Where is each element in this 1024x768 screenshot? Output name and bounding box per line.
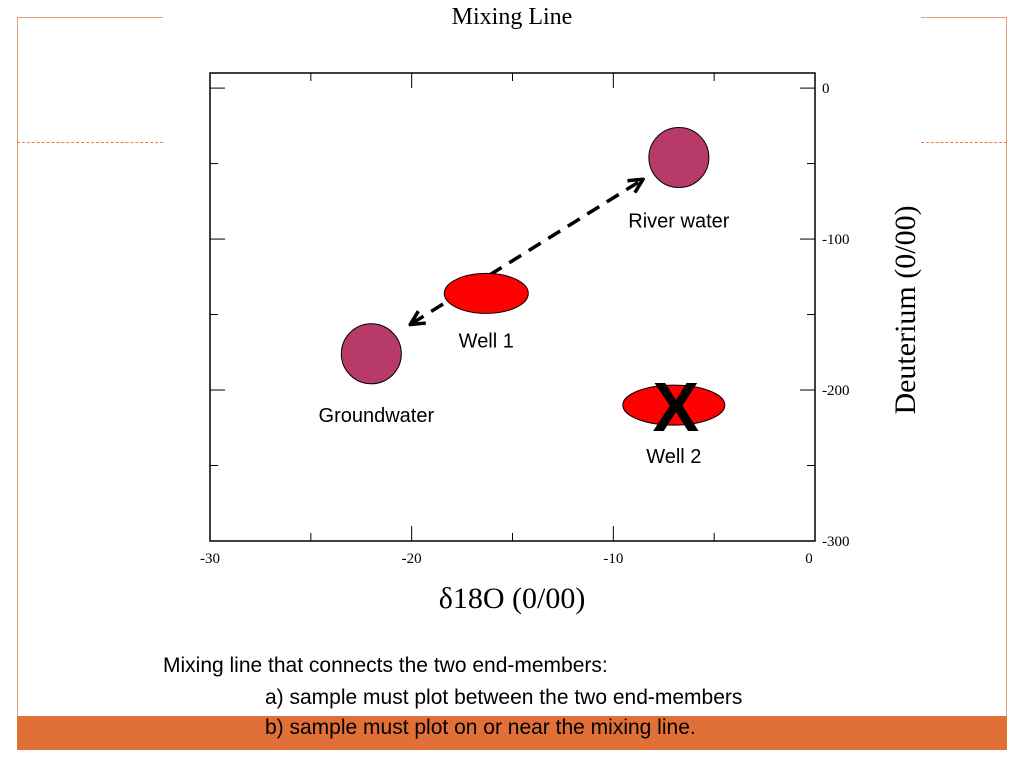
point-label-river-water: River water xyxy=(628,211,729,233)
caption-intro: Mixing line that connects the two end-me… xyxy=(163,654,608,677)
frame-top-right xyxy=(921,17,1007,18)
y-tick-label: -100 xyxy=(822,232,850,248)
frame-left xyxy=(17,17,18,750)
x-tick-label: -10 xyxy=(603,551,623,567)
x-tick-label: 0 xyxy=(805,551,813,567)
point-label-groundwater: Groundwater xyxy=(319,405,435,427)
rejected-x-mark: X xyxy=(652,368,699,446)
footer-bar xyxy=(17,716,1007,750)
frame-top-left xyxy=(17,17,163,18)
point-groundwater xyxy=(340,323,402,385)
frame-right xyxy=(1006,17,1007,750)
y-tick-label: -200 xyxy=(822,383,850,399)
y-tick-label: -300 xyxy=(822,534,850,550)
point-well-2 xyxy=(622,384,726,426)
point-label-well-1: Well 1 xyxy=(459,330,514,352)
x-axis-label: δ18O (0/00) xyxy=(439,582,586,615)
chart-title: Mixing Line xyxy=(452,4,573,30)
point-river-water xyxy=(648,127,710,189)
y-tick-label: 0 xyxy=(822,81,830,97)
y-axis-label: Deuterium (0/00) xyxy=(889,205,922,414)
x-tick-label: -20 xyxy=(402,551,422,567)
point-well-1 xyxy=(443,272,529,314)
x-tick-label: -30 xyxy=(200,551,220,567)
caption-b: b) sample must plot on or near the mixin… xyxy=(265,716,696,739)
caption-a: a) sample must plot between the two end-… xyxy=(265,686,743,709)
divider-left xyxy=(17,142,163,143)
point-label-well-2: Well 2 xyxy=(646,446,701,468)
mixing-line-arrow xyxy=(412,180,642,323)
divider-right xyxy=(921,142,1007,143)
